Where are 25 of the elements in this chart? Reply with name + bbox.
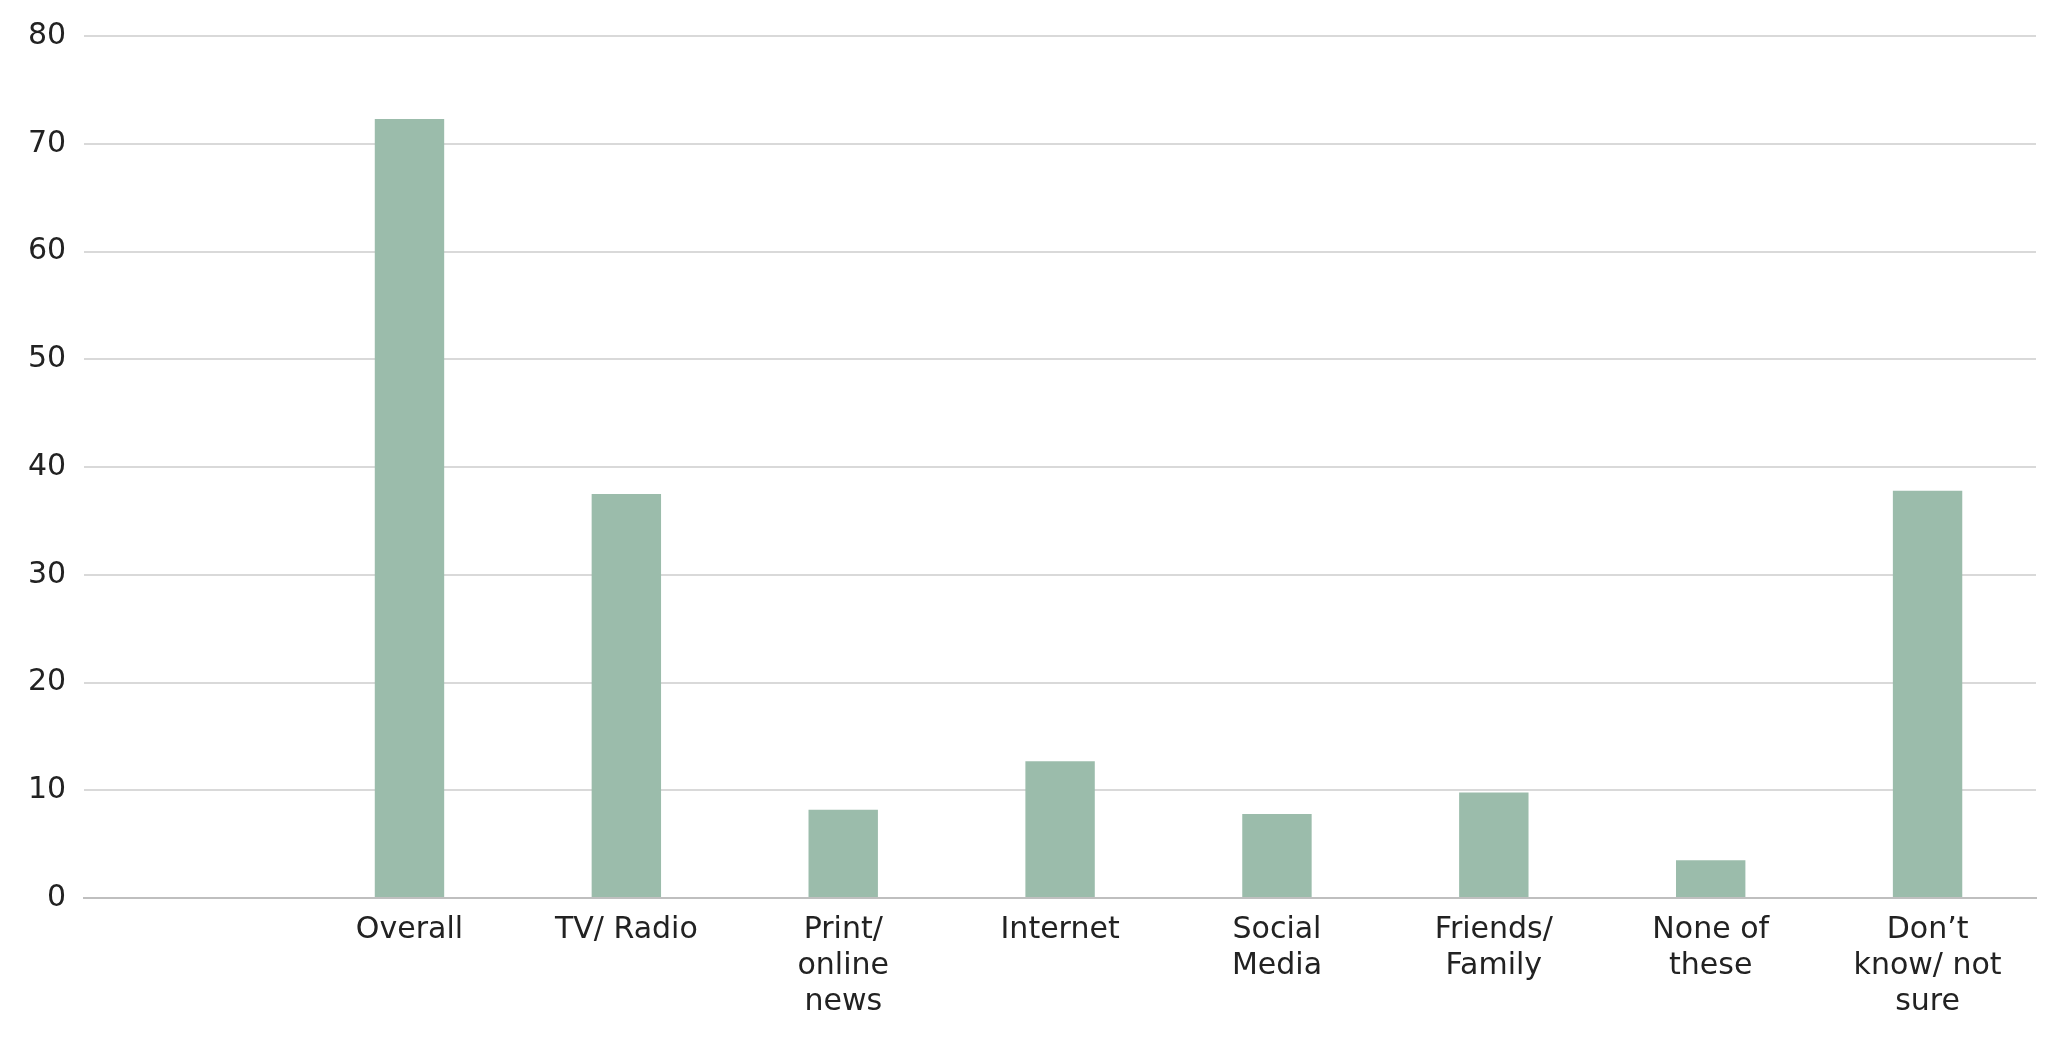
bar: [1892, 490, 1963, 897]
bar: [591, 493, 662, 897]
y-tick-label: 20: [27, 662, 67, 698]
y-tick-label: 30: [27, 554, 67, 590]
x-tick-label: Social Media: [1231, 909, 1323, 981]
bar: [1025, 761, 1095, 897]
y-tick-label: 80: [27, 15, 67, 51]
x-tick-label: None of these: [1652, 909, 1771, 981]
x-tick-label: Overall: [355, 909, 464, 945]
y-tick-label: 10: [27, 770, 67, 806]
y-tick-label: 60: [27, 231, 67, 267]
y-tick-label: 40: [27, 446, 67, 482]
x-tick-label: Friends/ Family: [1434, 909, 1554, 981]
bar: [374, 118, 445, 897]
x-tick-label: Print/ online news: [797, 909, 889, 1017]
bar: [1242, 813, 1312, 897]
y-tick-label: 0: [47, 877, 67, 913]
bar: [1676, 860, 1746, 897]
y-tick-label: 50: [27, 339, 67, 375]
y-tick-label: 70: [27, 123, 67, 159]
bar: [1459, 792, 1529, 897]
x-tick-label: Internet: [1000, 909, 1120, 945]
x-tick-label: Don’t know/ not sure: [1853, 909, 2002, 1017]
x-tick-label: TV/ Radio: [553, 909, 698, 945]
bar: [808, 809, 878, 897]
